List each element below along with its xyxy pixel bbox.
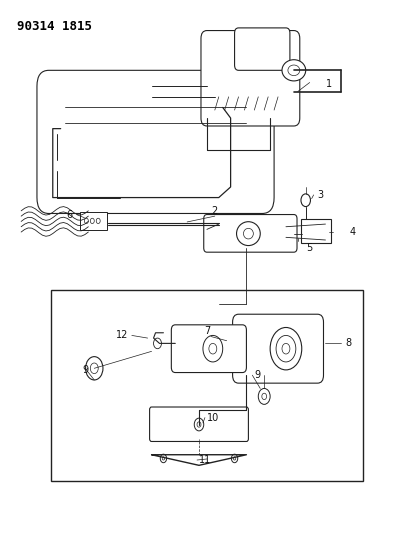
Circle shape [197,422,201,427]
FancyBboxPatch shape [232,314,324,383]
Circle shape [301,194,310,207]
Ellipse shape [244,228,254,239]
Text: 5: 5 [306,243,313,253]
FancyBboxPatch shape [234,28,290,70]
Text: 12: 12 [115,330,128,341]
Circle shape [154,338,162,349]
Circle shape [276,335,296,362]
Text: 9: 9 [254,370,260,380]
Text: 3: 3 [318,190,324,200]
Text: 4: 4 [349,227,355,237]
FancyBboxPatch shape [201,30,300,126]
Circle shape [282,343,290,354]
FancyBboxPatch shape [300,219,331,243]
Text: 8: 8 [345,338,351,349]
Circle shape [233,457,236,460]
Circle shape [90,218,94,223]
Text: 1: 1 [326,78,332,88]
Text: 2: 2 [212,206,218,216]
FancyBboxPatch shape [80,212,107,230]
Circle shape [262,393,267,400]
Text: 7: 7 [204,327,210,336]
Text: 6: 6 [66,209,72,220]
Circle shape [194,418,204,431]
Text: 90314 1815: 90314 1815 [17,20,92,33]
Text: 9: 9 [82,365,88,375]
FancyBboxPatch shape [171,325,246,373]
Ellipse shape [288,65,300,76]
Circle shape [90,363,98,374]
Ellipse shape [282,60,306,81]
FancyBboxPatch shape [204,215,297,252]
Text: 11: 11 [199,455,211,465]
Circle shape [258,389,270,405]
Circle shape [96,218,100,223]
Circle shape [160,454,167,463]
Ellipse shape [236,222,260,246]
FancyBboxPatch shape [37,70,274,214]
Circle shape [231,454,238,463]
FancyBboxPatch shape [150,407,248,441]
Circle shape [203,335,223,362]
Circle shape [84,218,88,223]
Text: 10: 10 [207,413,219,423]
Circle shape [209,343,217,354]
FancyBboxPatch shape [51,290,363,481]
Circle shape [270,327,302,370]
Circle shape [162,457,165,460]
Circle shape [86,357,103,380]
